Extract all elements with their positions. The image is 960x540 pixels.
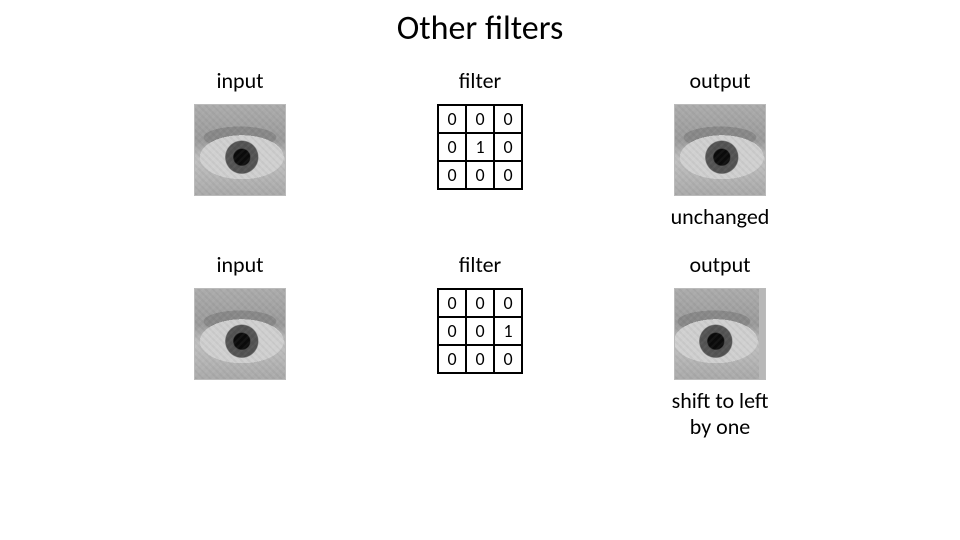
kernel-cell: 0 [438,345,466,373]
kernel-cell: 0 [466,161,494,189]
input-label: input [216,251,263,278]
kernel-grid-1: 0 0 0 0 1 0 0 0 0 [437,104,523,190]
kernel-cell: 0 [494,133,522,161]
filter-label: filter [459,67,501,94]
kernel-cell: 0 [438,161,466,189]
kernel-cell: 0 [466,105,494,133]
kernel-cell: 0 [438,105,466,133]
filter-label: filter [459,251,501,278]
kernel-cell: 0 [494,345,522,373]
example-row-2: input filter 0 0 0 0 0 1 0 0 0 output [0,251,960,380]
input-col-1: input [160,67,320,196]
filter-col-2: filter 0 0 0 0 0 1 0 0 0 [400,251,560,374]
input-col-2: input [160,251,320,380]
kernel-cell: 0 [494,105,522,133]
kernel-cell: 0 [466,289,494,317]
kernel-cell: 1 [494,317,522,345]
result-label-2: shift to left by one [640,388,800,439]
page-title: Other filters [0,0,960,49]
output-col-1: output [640,67,800,196]
kernel-cell: 1 [466,133,494,161]
kernel-cell: 0 [466,345,494,373]
output-label: output [689,251,750,278]
kernel-cell: 0 [494,289,522,317]
input-label: input [216,67,263,94]
output-col-2: output [640,251,800,380]
input-image-2 [194,288,286,380]
input-image-1 [194,104,286,196]
output-label: output [689,67,750,94]
kernel-cell: 0 [438,317,466,345]
filter-col-1: filter 0 0 0 0 1 0 0 0 0 [400,67,560,190]
kernel-cell: 0 [494,161,522,189]
example-row-1: input filter 0 0 0 0 1 0 0 0 0 output [0,67,960,196]
kernel-cell: 0 [466,317,494,345]
kernel-grid-2: 0 0 0 0 0 1 0 0 0 [437,288,523,374]
result-label-1: unchanged [640,204,800,229]
output-image-2 [674,288,766,380]
kernel-cell: 0 [438,133,466,161]
output-image-1 [674,104,766,196]
kernel-cell: 0 [438,289,466,317]
